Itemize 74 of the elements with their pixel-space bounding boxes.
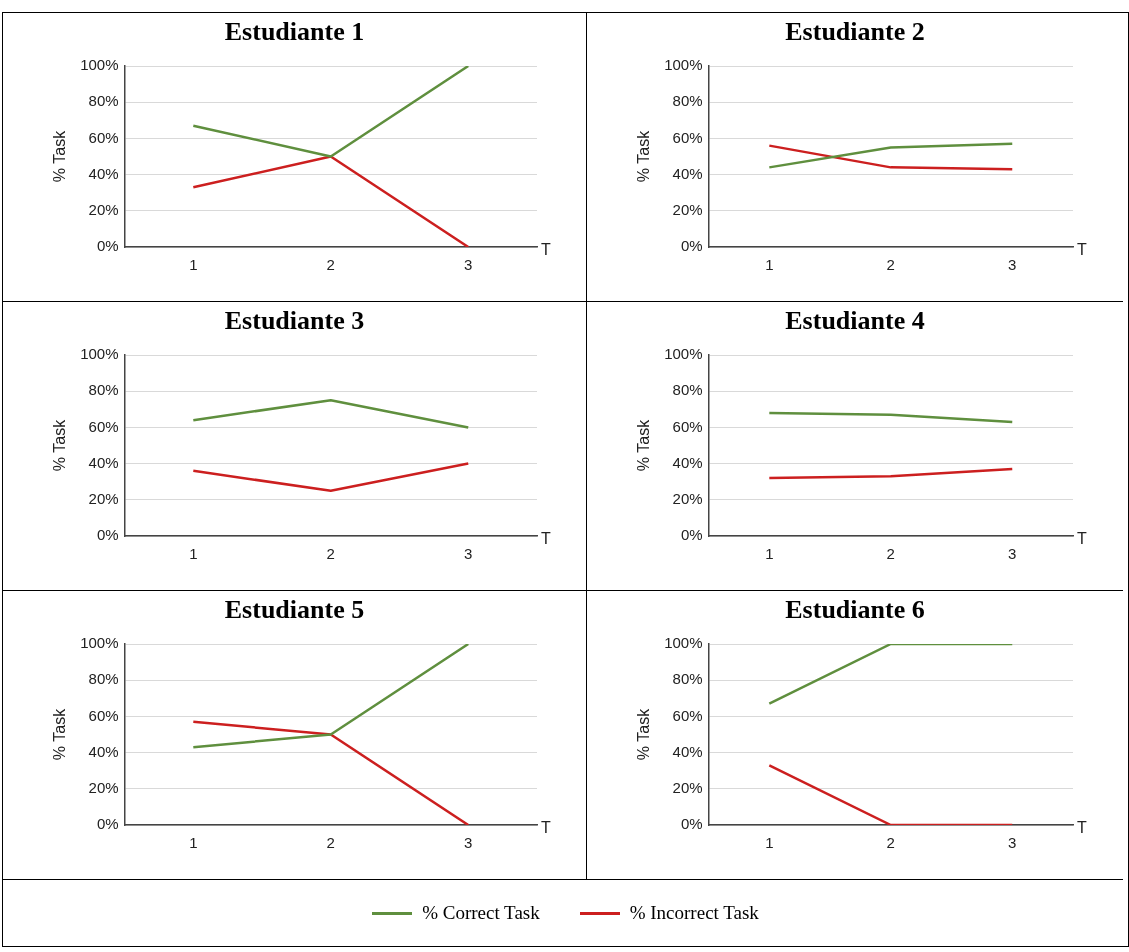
y-tick-label: 20%: [88, 200, 119, 218]
y-tick-label: 80%: [672, 670, 703, 688]
x-tick-label: 2: [886, 834, 895, 852]
x-tick-label: 3: [1008, 545, 1017, 563]
y-tick-label: 100%: [664, 634, 703, 652]
x-tick-label: 3: [1008, 256, 1017, 274]
x-axis-title: T: [541, 241, 551, 259]
x-tick-label: 3: [464, 834, 473, 852]
legend-label: % Correct Task: [422, 902, 540, 924]
chart-title: Estudiante 1: [223, 17, 366, 48]
chart-title: Estudiante 4: [784, 306, 926, 337]
y-tick-label: 40%: [88, 453, 119, 471]
y-axis-title: % Task: [51, 418, 69, 472]
y-tick-label: 20%: [672, 200, 703, 218]
y-tick-label: 20%: [672, 489, 703, 507]
x-axis-title: T: [1077, 819, 1087, 837]
legend-label: % Incorrect Task: [629, 902, 759, 924]
y-tick-label: 20%: [672, 778, 703, 796]
y-tick-label: 80%: [88, 92, 119, 110]
y-tick-label: 0%: [680, 815, 703, 833]
y-tick-label: 100%: [80, 634, 119, 652]
y-tick-label: 80%: [672, 92, 703, 110]
y-axis-title: % Task: [51, 129, 69, 183]
x-tick-label: 1: [765, 256, 774, 274]
y-tick-label: 0%: [680, 526, 703, 544]
y-tick-label: 80%: [672, 381, 703, 399]
x-axis-title: T: [541, 530, 551, 548]
y-tick-label: 60%: [88, 417, 119, 435]
y-tick-label: 80%: [88, 670, 119, 688]
y-axis-title: % Task: [635, 129, 653, 183]
x-tick-label: 1: [765, 545, 774, 563]
y-tick-label: 100%: [80, 345, 119, 363]
y-tick-label: 0%: [96, 815, 119, 833]
y-tick-label: 0%: [680, 237, 703, 255]
x-tick-label: 1: [189, 545, 198, 563]
chart-title: Estudiante 3: [223, 306, 366, 337]
y-tick-label: 100%: [664, 345, 703, 363]
x-tick-label: 2: [326, 545, 335, 563]
y-tick-label: 40%: [88, 164, 119, 182]
y-tick-label: 60%: [88, 706, 119, 724]
x-tick-label: 2: [886, 545, 895, 563]
x-tick-label: 2: [326, 834, 335, 852]
x-tick-label: 2: [886, 256, 895, 274]
y-tick-label: 100%: [664, 56, 703, 74]
y-tick-label: 100%: [80, 56, 119, 74]
y-tick-label: 60%: [672, 128, 703, 146]
x-axis-title: T: [1077, 530, 1087, 548]
y-tick-label: 40%: [88, 742, 119, 760]
chart-title: Estudiante 5: [223, 595, 366, 626]
x-axis-title: T: [1077, 241, 1087, 259]
x-tick-label: 3: [1008, 834, 1017, 852]
y-tick-label: 20%: [88, 489, 119, 507]
x-tick-label: 3: [464, 545, 473, 563]
x-tick-label: 1: [765, 834, 774, 852]
y-tick-label: 0%: [96, 237, 119, 255]
chart-title: Estudiante 6: [784, 595, 926, 626]
y-tick-label: 60%: [88, 128, 119, 146]
x-tick-label: 1: [189, 834, 198, 852]
chart-title: Estudiante 2: [784, 17, 926, 48]
y-axis-title: % Task: [51, 707, 69, 761]
y-tick-label: 40%: [672, 453, 703, 471]
x-tick-label: 2: [326, 256, 335, 274]
y-tick-label: 0%: [96, 526, 119, 544]
y-tick-label: 80%: [88, 381, 119, 399]
x-tick-label: 3: [464, 256, 473, 274]
y-tick-label: 40%: [672, 164, 703, 182]
y-axis-title: % Task: [635, 707, 653, 761]
y-tick-label: 20%: [88, 778, 119, 796]
y-tick-label: 60%: [672, 706, 703, 724]
y-tick-label: 60%: [672, 417, 703, 435]
x-tick-label: 1: [189, 256, 198, 274]
y-tick-label: 40%: [672, 742, 703, 760]
x-axis-title: T: [541, 819, 551, 837]
y-axis-title: % Task: [635, 418, 653, 472]
